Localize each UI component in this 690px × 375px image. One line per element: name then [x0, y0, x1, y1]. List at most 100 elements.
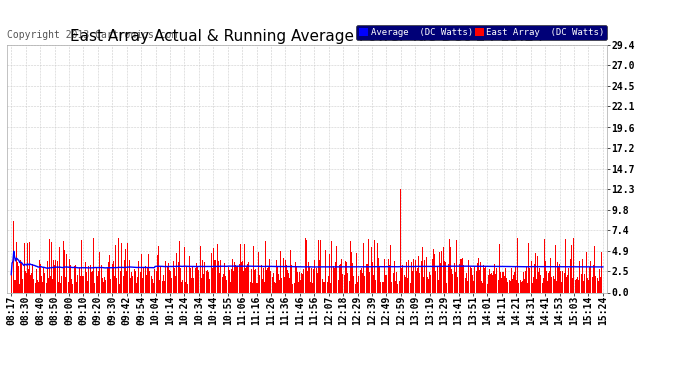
Bar [141, 254, 142, 292]
Bar [591, 270, 592, 292]
Bar [590, 261, 591, 292]
Bar [284, 277, 285, 292]
Bar [357, 282, 358, 292]
Bar [456, 240, 457, 292]
Bar [152, 279, 153, 292]
Bar [265, 240, 266, 292]
Bar [502, 260, 503, 292]
Bar [528, 243, 529, 292]
Bar [347, 273, 348, 292]
Bar [534, 264, 535, 292]
Bar [602, 272, 603, 292]
Bar [149, 270, 150, 292]
Bar [314, 260, 315, 292]
Bar [550, 258, 551, 292]
Bar [37, 280, 38, 292]
Bar [134, 283, 135, 292]
Bar [427, 277, 428, 292]
Bar [94, 284, 95, 292]
Bar [247, 264, 248, 292]
Bar [221, 262, 222, 292]
Bar [441, 252, 442, 292]
Bar [504, 276, 505, 292]
Bar [410, 260, 411, 292]
Bar [465, 278, 466, 292]
Bar [472, 275, 473, 292]
Bar [579, 261, 580, 292]
Bar [439, 252, 440, 292]
Bar [348, 265, 349, 292]
Bar [21, 263, 22, 292]
Bar [198, 270, 199, 292]
Bar [97, 276, 98, 292]
Bar [90, 265, 91, 292]
Bar [538, 272, 539, 292]
Bar [240, 244, 241, 292]
Bar [257, 283, 258, 292]
Bar [19, 284, 20, 292]
Bar [173, 261, 174, 292]
Bar [123, 281, 124, 292]
Bar [291, 265, 292, 292]
Bar [67, 280, 68, 292]
Bar [576, 279, 577, 292]
Bar [315, 274, 316, 292]
Bar [288, 273, 289, 292]
Bar [119, 284, 120, 292]
Bar [318, 240, 319, 292]
Bar [515, 267, 516, 292]
Bar [53, 260, 54, 292]
Bar [573, 280, 575, 292]
Bar [436, 248, 437, 292]
Bar [106, 264, 107, 292]
Bar [153, 283, 154, 292]
Bar [329, 254, 330, 292]
Bar [416, 271, 417, 292]
Bar [246, 266, 247, 292]
Bar [379, 266, 380, 292]
Bar [362, 273, 363, 292]
Bar [352, 263, 353, 292]
Bar [65, 277, 66, 292]
Bar [309, 267, 310, 292]
Bar [510, 280, 511, 292]
Bar [196, 262, 197, 292]
Bar [292, 284, 293, 292]
Bar [261, 271, 262, 292]
Bar [232, 259, 233, 292]
Bar [24, 243, 25, 292]
Bar [48, 278, 49, 292]
Bar [542, 283, 543, 292]
Bar [497, 260, 498, 292]
Bar [78, 281, 79, 292]
Bar [386, 264, 387, 292]
Bar [482, 284, 483, 292]
Bar [131, 272, 132, 292]
Bar [69, 259, 70, 292]
Bar [571, 245, 572, 292]
Bar [303, 268, 304, 292]
Bar [187, 284, 188, 292]
Bar [407, 278, 408, 292]
Bar [117, 250, 118, 292]
Bar [197, 267, 198, 292]
Bar [194, 276, 195, 292]
Bar [127, 243, 128, 292]
Bar [79, 268, 80, 292]
Bar [135, 272, 136, 292]
Bar [114, 276, 115, 292]
Bar [280, 251, 281, 292]
Bar [225, 276, 226, 292]
Bar [66, 254, 67, 292]
Bar [184, 247, 185, 292]
Bar [572, 278, 573, 292]
Bar [493, 271, 494, 292]
Bar [349, 282, 350, 292]
Bar [177, 261, 178, 292]
Bar [498, 280, 499, 292]
Bar [405, 277, 406, 292]
Bar [300, 280, 301, 292]
Bar [157, 255, 158, 292]
Bar [156, 257, 157, 292]
Bar [584, 260, 585, 292]
